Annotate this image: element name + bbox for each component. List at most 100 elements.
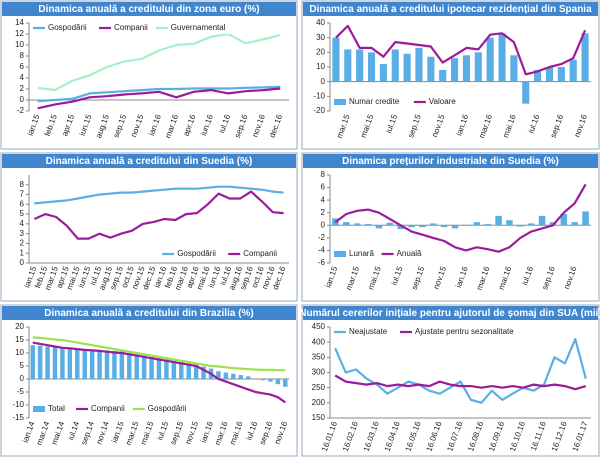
bar [379, 64, 387, 82]
bar [557, 67, 565, 82]
y-tick-label: -10 [313, 91, 325, 100]
bar [45, 346, 50, 379]
bar [127, 353, 132, 379]
y-tick-label: -2 [318, 233, 326, 242]
bar [245, 376, 251, 379]
bar [344, 49, 352, 82]
legend-swatch [334, 251, 346, 257]
y-tick-label: 2 [321, 208, 326, 217]
y-tick-label: 6 [20, 62, 25, 71]
y-tick-label: 450 [312, 322, 326, 331]
bar [386, 222, 394, 226]
bar [473, 222, 481, 226]
bar [581, 33, 589, 82]
y-tick-label: 4 [321, 195, 326, 204]
bar [164, 359, 169, 379]
bar [430, 223, 437, 226]
legend-label: Gospodării [177, 249, 216, 258]
bar [356, 49, 364, 82]
bar [367, 52, 376, 82]
y-tick-label: 5 [20, 361, 25, 370]
y-tick-label: 10 [15, 348, 24, 357]
y-tick-label: 3 [20, 229, 25, 238]
chart-title: Dinamica anuală a creditului ipotecar re… [309, 4, 592, 15]
bar [527, 223, 535, 226]
legend-box [31, 22, 238, 34]
line [334, 183, 587, 253]
y-tick-label: -15 [12, 413, 24, 422]
bar [141, 355, 147, 379]
chart-panel: Dinamica prețurilor industriale din Sued… [301, 152, 600, 302]
bar [30, 345, 35, 379]
legend-label: Gospodării [48, 23, 87, 32]
legend-label: Companii [91, 404, 125, 413]
chart-panel: Dinamica anuală a creditului din zona eu… [0, 0, 298, 150]
bar [495, 215, 502, 226]
legend-box [332, 96, 468, 108]
bar [462, 55, 470, 82]
legend-box [160, 248, 287, 260]
chart-panel: Dinamica anuală a creditului din Suedia … [0, 152, 298, 302]
y-tick-label: 10 [15, 40, 24, 49]
chart-title: Dinamica anuală a creditului din Suedia … [46, 156, 253, 167]
y-tick-label: 40 [316, 18, 325, 27]
y-tick-label: 7 [20, 190, 25, 199]
y-tick-label: -6 [318, 258, 326, 267]
bar [67, 348, 73, 379]
bar [408, 225, 415, 228]
bar [474, 52, 482, 82]
y-tick-label: 14 [15, 18, 24, 27]
y-tick-label: -2 [17, 106, 25, 115]
line [37, 87, 281, 110]
bar [522, 81, 530, 104]
bar [260, 379, 266, 381]
y-tick-label: 250 [312, 383, 326, 392]
bar [545, 67, 554, 82]
legend-swatch [33, 406, 45, 412]
bar [353, 223, 361, 226]
bar [97, 350, 102, 379]
y-tick-label: 0 [321, 77, 326, 86]
legend-swatch [334, 99, 346, 105]
y-tick-label: 20 [316, 47, 325, 56]
y-tick-label: 6 [321, 183, 326, 192]
bar [223, 372, 229, 379]
y-tick-label: 350 [312, 352, 326, 361]
y-tick-label: 15 [15, 335, 24, 344]
legend-label: Guvernamental [171, 23, 226, 32]
bar [75, 349, 80, 379]
line [32, 336, 286, 372]
y-tick-label: 1 [20, 248, 25, 257]
bar [156, 358, 162, 379]
legend-label: Neajustate [349, 327, 388, 336]
y-tick-label: 6 [20, 199, 25, 208]
bar [440, 225, 448, 228]
y-tick-label: 8 [20, 51, 25, 60]
y-tick-label: 8 [321, 170, 326, 179]
panel-header [303, 306, 598, 320]
chart-panel: Dinamica anuală a creditului ipotecar re… [301, 0, 600, 150]
chart-title: Numărul cererilor inițiale pentru ajutor… [299, 308, 600, 319]
bar [560, 213, 568, 226]
bar [104, 350, 110, 379]
line [33, 190, 284, 240]
bar [484, 224, 491, 226]
bar [569, 59, 577, 82]
bar [582, 211, 589, 226]
bar [82, 349, 87, 379]
bar [403, 53, 411, 82]
y-tick-label: 30 [316, 33, 325, 42]
bar [134, 354, 139, 379]
y-tick-label: 0 [321, 220, 326, 229]
y-tick-label: 0 [20, 374, 25, 383]
line [334, 338, 587, 404]
y-tick-label: -5 [17, 387, 25, 396]
y-tick-label: 4 [20, 219, 25, 228]
y-tick-label: 5 [20, 209, 25, 218]
panel-frame [301, 152, 600, 302]
bar [538, 215, 546, 226]
chart-panel: Numărul cererilor inițiale pentru ajutor… [299, 304, 600, 457]
y-tick-label: 200 [312, 398, 326, 407]
bar [238, 375, 243, 379]
